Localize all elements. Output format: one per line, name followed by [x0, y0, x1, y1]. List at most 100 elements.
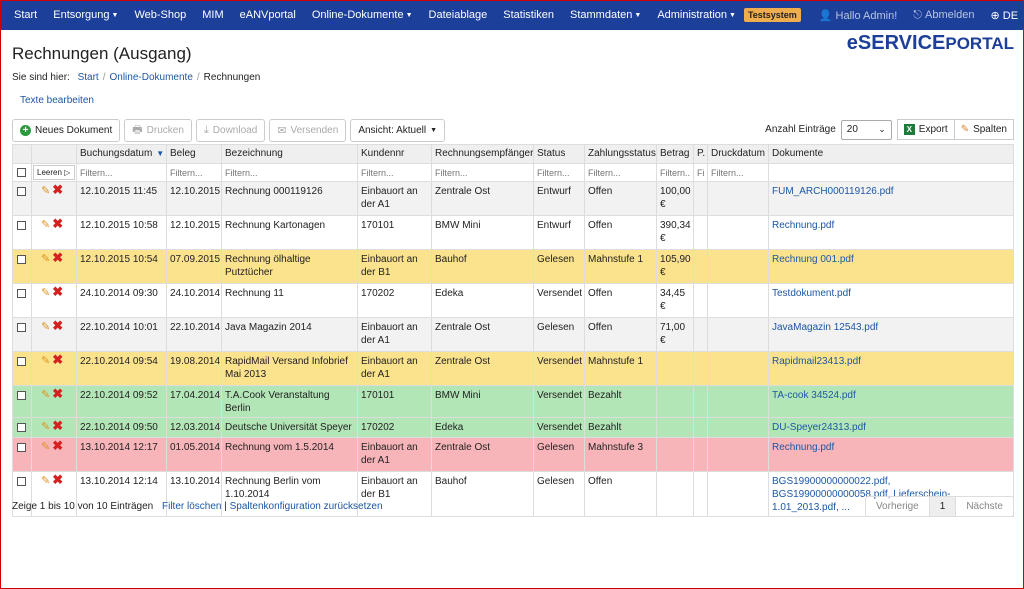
delete-x-icon[interactable]: ✖ — [52, 352, 64, 367]
row-checkbox[interactable] — [17, 221, 26, 230]
entries-count-select[interactable]: 20 ⌄ — [840, 119, 892, 140]
table-row[interactable]: ✎ ✖ 24.10.2014 09:30 24.10.2014 Rechnung 11 1… — [12, 283, 1014, 318]
column-header-10[interactable]: P. — [693, 144, 708, 164]
edit-pencil-icon[interactable]: ✎ — [41, 421, 51, 433]
print-button[interactable]: 🖶 Drucken — [124, 119, 192, 142]
edit-texts-link[interactable]: Texte bearbeiten — [20, 95, 94, 106]
column-header-3[interactable]: Beleg — [166, 144, 222, 164]
nav-item-entsorgung[interactable]: Entsorgung ▼ — [45, 9, 126, 21]
delete-x-icon[interactable]: ✖ — [52, 386, 64, 401]
edit-pencil-icon[interactable]: ✎ — [41, 389, 51, 401]
breadcrumb-start[interactable]: Start — [77, 72, 99, 83]
delete-x-icon[interactable]: ✖ — [52, 216, 64, 231]
nav-item-eanvportal[interactable]: eANVportal — [232, 9, 304, 21]
edit-pencil-icon[interactable]: ✎ — [41, 219, 51, 231]
row-checkbox[interactable] — [17, 187, 26, 196]
breadcrumb-online-dokumente[interactable]: Online-Dokumente — [109, 72, 193, 83]
pagination-next[interactable]: Nächste — [966, 501, 1003, 512]
column-header-11[interactable]: Druckdatum — [707, 144, 769, 164]
nav-item-web-shop[interactable]: Web-Shop — [126, 9, 194, 21]
edit-pencil-icon[interactable]: ✎ — [41, 185, 51, 197]
row-checkbox[interactable] — [17, 443, 26, 452]
pagination-page-1[interactable]: 1 — [929, 497, 957, 516]
column-filter-input[interactable] — [77, 164, 166, 181]
edit-pencil-icon[interactable]: ✎ — [41, 287, 51, 299]
column-filter-input[interactable] — [694, 164, 707, 181]
edit-pencil-icon[interactable]: ✎ — [41, 441, 51, 453]
row-checkbox[interactable] — [17, 391, 26, 400]
new-document-button[interactable]: + Neues Dokument — [12, 119, 121, 142]
column-header-8[interactable]: Zahlungsstatus — [584, 144, 657, 164]
language-switch[interactable]: ⊕ DE — [983, 9, 1024, 22]
cell-documents[interactable]: BGS19900000000022.pdf, BGS19900000000058… — [768, 471, 1014, 517]
edit-pencil-icon[interactable]: ✎ — [41, 253, 51, 265]
column-filter-input[interactable] — [534, 164, 584, 181]
delete-x-icon[interactable]: ✖ — [52, 418, 64, 433]
column-filter-input[interactable] — [358, 164, 431, 181]
edit-pencil-icon[interactable]: ✎ — [41, 321, 51, 333]
nav-item-stammdaten[interactable]: Stammdaten ▼ — [562, 9, 649, 21]
column-header-6[interactable]: Rechnungsempfänger — [431, 144, 534, 164]
export-button[interactable]: X Export — [896, 119, 955, 140]
select-all-checkbox[interactable] — [17, 168, 26, 177]
clear-filter-link[interactable]: Filter löschen — [162, 501, 222, 512]
cell-documents[interactable]: TA-cook 34524.pdf — [768, 385, 1014, 418]
column-filter-input[interactable] — [432, 164, 533, 181]
column-filter-input[interactable] — [222, 164, 357, 181]
view-dropdown[interactable]: Ansicht: Aktuell ▼ — [350, 119, 446, 142]
table-row[interactable]: ✎ ✖ 22.10.2014 09:52 17.04.2014 T.A.Cook Ver… — [12, 385, 1014, 418]
cell-documents[interactable]: DU-Speyer24313.pdf — [768, 417, 1014, 438]
delete-x-icon[interactable]: ✖ — [52, 318, 64, 333]
user-greeting[interactable]: 👤 Hallo Admin! — [811, 9, 905, 22]
delete-x-icon[interactable]: ✖ — [52, 284, 64, 299]
table-row[interactable]: ✎ ✖ 22.10.2014 09:50 12.03.2014 Deutsche Uni… — [12, 417, 1014, 438]
column-header-2[interactable]: Buchungsdatum ▼ — [76, 144, 167, 164]
column-filter-input[interactable] — [585, 164, 656, 181]
column-header-7[interactable]: Status — [533, 144, 585, 164]
column-header-12[interactable]: Dokumente — [768, 144, 1014, 164]
column-header-5[interactable]: Kundennr — [357, 144, 432, 164]
cell-documents[interactable]: FUM_ARCH000119126.pdf — [768, 181, 1014, 216]
table-row[interactable]: ✎ ✖ 12.10.2015 10:54 07.09.2015 Rechnung ölh… — [12, 249, 1014, 284]
column-header-4[interactable]: Bezeichnung — [221, 144, 358, 164]
nav-item-dateiablage[interactable]: Dateiablage — [421, 9, 496, 21]
nav-item-mim[interactable]: MIM — [194, 9, 231, 21]
delete-x-icon[interactable]: ✖ — [52, 438, 64, 453]
nav-item-start[interactable]: Start — [6, 9, 45, 21]
nav-item-online-dokumente[interactable]: Online-Dokumente ▼ — [304, 9, 421, 21]
table-row[interactable]: ✎ ✖ 12.10.2015 10:58 12.10.2015 Rechnung Kar… — [12, 215, 1014, 250]
cell-documents[interactable]: Rechnung.pdf — [768, 437, 1014, 472]
row-checkbox[interactable] — [17, 255, 26, 264]
column-filter-input[interactable] — [167, 164, 221, 181]
table-row[interactable]: ✎ ✖ 13.10.2014 12:14 13.10.2014 Rechnung Ber… — [12, 471, 1014, 517]
nav-item-administration[interactable]: Administration ▼ — [649, 9, 744, 21]
row-checkbox[interactable] — [17, 357, 26, 366]
nav-item-statistiken[interactable]: Statistiken — [495, 9, 562, 21]
cell-documents[interactable]: Rechnung 001.pdf — [768, 249, 1014, 284]
pagination-prev[interactable]: Vorherige — [866, 497, 930, 516]
row-checkbox[interactable] — [17, 423, 26, 432]
logout-link[interactable]: ⎋ Abmelden — [905, 9, 982, 22]
delete-x-icon[interactable]: ✖ — [52, 182, 64, 197]
table-row[interactable]: ✎ ✖ 22.10.2014 10:01 22.10.2014 Java Magazin… — [12, 317, 1014, 352]
row-checkbox[interactable] — [17, 477, 26, 486]
edit-pencil-icon[interactable]: ✎ — [41, 475, 51, 487]
reset-columns-link[interactable]: Spaltenkonfiguration zurücksetzen — [229, 501, 383, 512]
cell-documents[interactable]: Rapidmail23413.pdf — [768, 351, 1014, 386]
row-checkbox[interactable] — [17, 289, 26, 298]
delete-x-icon[interactable]: ✖ — [52, 472, 64, 487]
columns-button[interactable]: ✎ Spalten — [954, 119, 1014, 140]
download-button[interactable]: ⤓ Download — [195, 119, 266, 142]
column-filter-input[interactable] — [657, 164, 693, 181]
cell-documents[interactable]: Rechnung.pdf — [768, 215, 1014, 250]
row-checkbox[interactable] — [17, 323, 26, 332]
clear-filters-button[interactable]: Leeren ▷ — [33, 165, 75, 180]
table-row[interactable]: ✎ ✖ 12.10.2015 11:45 12.10.2015 Rechnung 000… — [12, 181, 1014, 216]
sort-desc-icon[interactable]: ▼ — [156, 149, 165, 158]
column-filter-input[interactable] — [708, 164, 768, 181]
delete-x-icon[interactable]: ✖ — [52, 250, 64, 265]
edit-pencil-icon[interactable]: ✎ — [41, 355, 51, 367]
table-row[interactable]: ✎ ✖ 22.10.2014 09:54 19.08.2014 RapidMail Ve… — [12, 351, 1014, 386]
table-row[interactable]: ✎ ✖ 13.10.2014 12:17 01.05.2014 Rechnung vom… — [12, 437, 1014, 472]
cell-documents[interactable]: JavaMagazin 12543.pdf — [768, 317, 1014, 352]
